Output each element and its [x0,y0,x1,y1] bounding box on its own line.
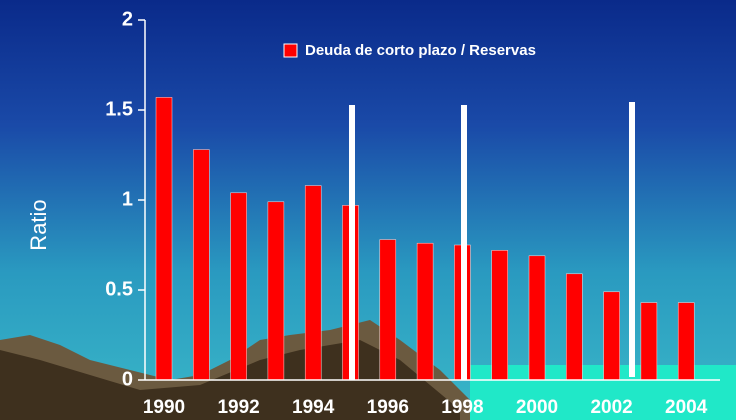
legend-label: Deuda de corto plazo / Reservas [305,42,536,59]
bar [491,250,508,381]
bar [379,239,397,381]
bar [193,149,210,381]
y-tick-label: 1 [122,188,133,210]
y-tick-label: 2 [122,8,133,30]
x-tick-label: 1998 [441,397,483,418]
bar [267,201,285,381]
bar [677,302,695,381]
marker-line [629,102,635,377]
bar [640,302,658,381]
x-tick-label: 1994 [292,397,335,418]
y-axis-label: Ratio [26,199,51,250]
bar [566,273,583,381]
y-tick-label: 0 [122,368,133,390]
legend-swatch [283,43,298,58]
marker-line [349,105,355,380]
x-tick-label: 2002 [590,397,632,418]
x-tick-label: 2004 [665,397,708,418]
x-tick-label: 1992 [217,397,259,418]
x-tick-label: 2000 [516,397,558,418]
marker-line [461,105,467,380]
x-tick-label: 1996 [367,397,409,418]
y-tick-label: 1.5 [105,98,133,120]
x-tick-label: 1990 [143,397,185,418]
bar [304,185,322,381]
bar [603,291,620,381]
bar [528,255,546,381]
bar [416,242,434,381]
bar [230,192,247,381]
bar [155,97,173,381]
y-tick-label: 0.5 [105,278,133,300]
